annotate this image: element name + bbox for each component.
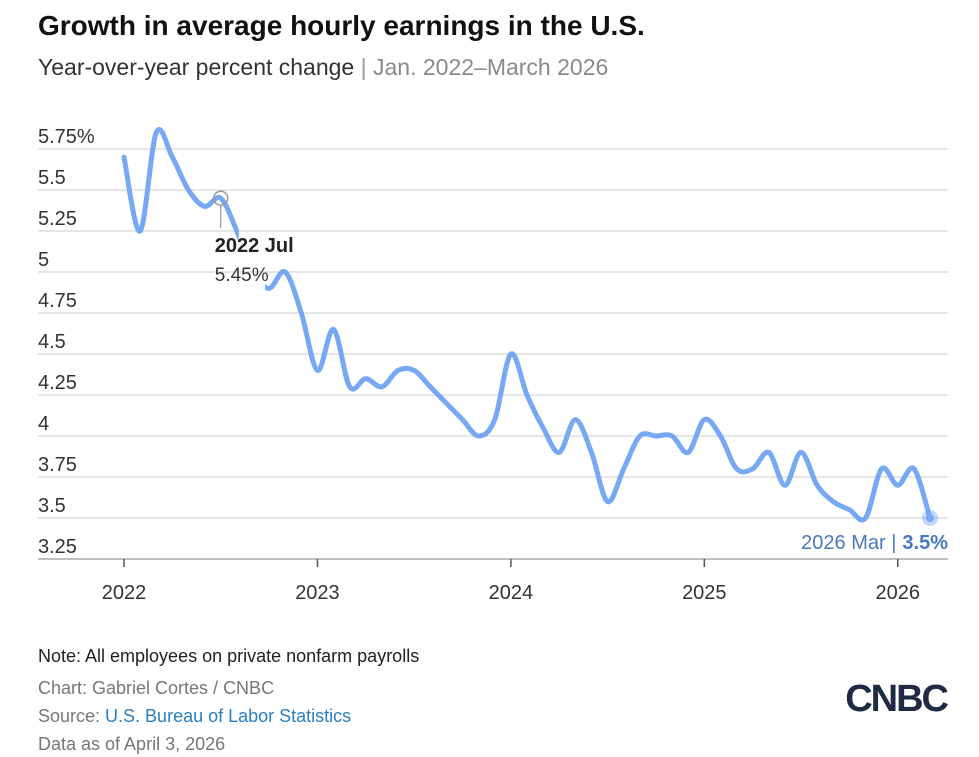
subtitle-main: Year-over-year percent change	[38, 54, 355, 80]
cnbc-logo: CNBC	[845, 678, 949, 720]
data-point	[138, 229, 142, 233]
subtitle-separator: |	[360, 54, 367, 80]
data-point	[122, 155, 126, 159]
data-point	[509, 352, 513, 356]
data-point	[912, 467, 916, 471]
y-axis-ticks: 3.25 3.5 3.75 4 4.25 4.5 4.75 5 5.25 5.5 5.75%	[38, 126, 95, 558]
data-point	[783, 483, 787, 487]
data-point	[477, 434, 481, 438]
data-point	[606, 500, 610, 504]
last-point-marker	[926, 514, 934, 522]
data-point	[735, 467, 739, 471]
subtitle-date-range: Jan. 2022–March 2026	[373, 54, 609, 80]
data-point	[332, 327, 336, 331]
y-tick-label: 5.25	[38, 208, 77, 230]
last-point-value: 3.5%	[902, 532, 948, 554]
x-axis-ticks: 2022 2023 2024 2025 2026	[102, 559, 920, 604]
line-chart: 3.25 3.5 3.75 4 4.25 4.5 4.75 5 5.25 5.5 5.75% 202…	[38, 126, 948, 604]
chart-credit: Chart: Gabriel Cortes / CNBC	[38, 678, 275, 698]
data-point	[767, 450, 771, 454]
y-tick-label: 3.5	[38, 495, 66, 517]
last-point-date: 2026 Mar	[801, 532, 891, 554]
data-point	[831, 500, 835, 504]
data-point	[702, 418, 706, 422]
chart-subtitle: Year-over-year percent change | Jan. 202…	[38, 54, 608, 81]
data-point	[799, 450, 803, 454]
data-point	[154, 131, 158, 135]
data-point	[203, 204, 207, 208]
hover-marker	[212, 190, 229, 206]
data-point	[348, 385, 352, 389]
data-point	[654, 434, 658, 438]
chart-note: Note: All employees on private nonfarm p…	[38, 646, 420, 666]
x-tick-label: 2026	[876, 582, 921, 604]
annotations: 2022 Jul 5.45% 2026 Mar | 3.5%	[212, 190, 948, 554]
data-point	[670, 434, 674, 438]
data-point	[638, 434, 642, 438]
y-tick-label: 3.75	[38, 454, 77, 476]
earnings-series-line	[121, 127, 933, 523]
x-tick-label: 2024	[489, 582, 534, 604]
data-point	[444, 401, 448, 405]
y-tick-label: 5.75%	[38, 126, 95, 148]
data-point	[170, 155, 174, 159]
x-tick-label: 2025	[682, 582, 727, 604]
data-point	[751, 467, 755, 471]
data-point	[283, 270, 287, 274]
data-point	[380, 385, 384, 389]
data-point	[718, 434, 722, 438]
data-point	[896, 483, 900, 487]
data-point	[864, 516, 868, 520]
data-point	[267, 286, 271, 290]
data-point	[880, 467, 884, 471]
last-point-separator: |	[891, 532, 896, 554]
data-point	[573, 418, 577, 422]
y-tick-label: 4.25	[38, 372, 77, 394]
data-as-of: Data as of April 3, 2026	[38, 734, 226, 754]
y-tick-label: 3.25	[38, 536, 77, 558]
chart-title: Growth in average hourly earnings in the…	[38, 10, 645, 41]
source-prefix: Source:	[38, 706, 106, 726]
y-tick-label: 5.5	[38, 167, 66, 189]
data-point	[461, 418, 465, 422]
data-point	[525, 393, 529, 397]
gridlines	[38, 148, 948, 560]
data-point	[493, 418, 497, 422]
data-point	[219, 196, 223, 200]
x-tick-label: 2022	[102, 582, 147, 604]
y-tick-label: 4.75	[38, 290, 77, 312]
data-point	[396, 368, 400, 372]
data-point	[299, 311, 303, 315]
data-point	[186, 188, 190, 192]
data-point	[412, 368, 416, 372]
source-link[interactable]: U.S. Bureau of Labor Statistics	[105, 706, 352, 726]
y-tick-label: 4.5	[38, 331, 66, 353]
hover-value-label: 5.45%	[215, 265, 269, 286]
data-point	[847, 508, 851, 512]
data-point	[235, 229, 239, 233]
data-point	[589, 450, 593, 454]
data-point	[315, 368, 319, 372]
data-point	[622, 467, 626, 471]
hover-date-label: 2022 Jul	[215, 235, 294, 257]
data-point	[541, 426, 545, 430]
series-group	[121, 127, 933, 523]
chart-source: Source: U.S. Bureau of Labor Statistics	[38, 706, 351, 727]
data-point	[815, 483, 819, 487]
last-point-label: 2026 Mar | 3.5%	[801, 532, 948, 554]
y-tick-label: 4	[38, 413, 49, 435]
data-point	[557, 450, 561, 454]
data-point	[364, 377, 368, 381]
data-point	[686, 450, 690, 454]
x-tick-label: 2023	[295, 582, 340, 604]
data-point	[428, 385, 432, 389]
y-tick-label: 5	[38, 249, 49, 271]
